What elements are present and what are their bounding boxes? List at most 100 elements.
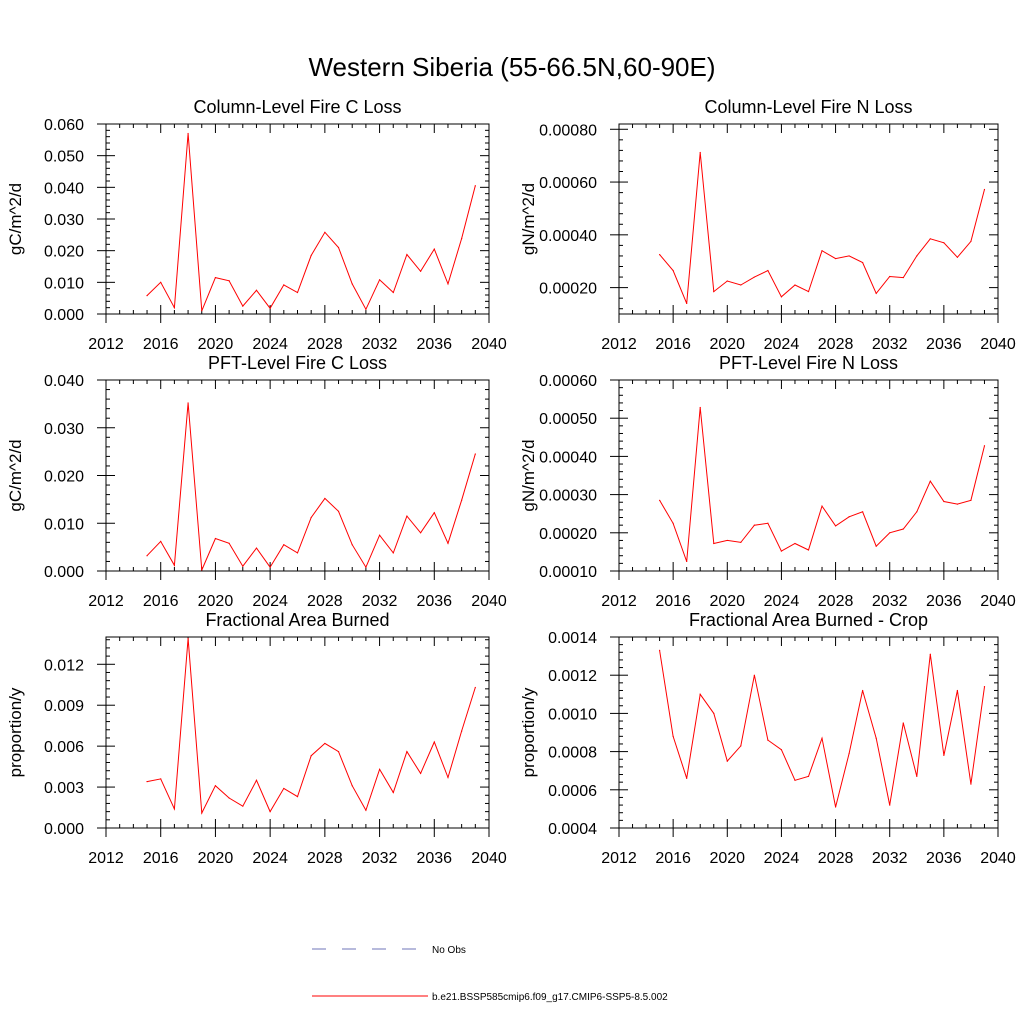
y-tick-label: 0.020 <box>44 469 84 486</box>
data-point <box>447 776 449 779</box>
data-point <box>337 510 340 512</box>
data-point <box>889 275 891 278</box>
x-tick-label: 2040 <box>471 336 507 353</box>
y-tick-label: 0.060 <box>44 117 84 134</box>
data-point <box>242 565 244 567</box>
x-tick-label: 2036 <box>416 336 452 353</box>
data-point <box>834 806 837 808</box>
x-tick-label: 2032 <box>872 850 908 867</box>
x-tick-label: 2012 <box>601 850 637 867</box>
y-axis-label: gN/m^2/d <box>519 183 538 255</box>
panel-3: PFT-Level Fire C Loss gC/m^2/d 2012 2016 202… <box>6 353 507 610</box>
panel-title: Fractional Area Burned - Crop <box>689 610 928 630</box>
y-tick-label: 0.00050 <box>539 411 597 428</box>
data-point <box>324 497 326 500</box>
data-point <box>310 755 312 757</box>
x-tick-label: 2040 <box>980 593 1016 610</box>
data-point <box>283 787 285 790</box>
data-point <box>686 560 688 563</box>
legend-label-model: b.e21.BSSP585cmip6.f09_g17.CMIP6-SSP5-8.… <box>432 992 668 1003</box>
y-tick-label: 0.0010 <box>548 706 597 723</box>
y-tick-label: 0.00060 <box>539 175 597 192</box>
panel-title: Column-Level Fire N Loss <box>704 97 912 117</box>
data-point <box>740 541 742 543</box>
panel-title: PFT-Level Fire N Loss <box>719 353 898 373</box>
x-tick-label: 2024 <box>252 850 288 867</box>
data-point <box>943 242 945 244</box>
x-tick-label: 2020 <box>709 850 745 867</box>
data-point <box>365 566 367 568</box>
data-point <box>392 291 394 294</box>
y-tick-label: 0.003 <box>44 780 84 797</box>
data-point <box>337 751 340 753</box>
data-point <box>296 291 299 294</box>
data-point <box>474 185 476 187</box>
x-tick-label: 2024 <box>252 593 288 610</box>
x-tick-label: 2028 <box>818 850 854 867</box>
data-point <box>447 283 449 285</box>
data-point <box>378 768 381 770</box>
data-point <box>713 290 715 293</box>
data-point <box>834 257 837 260</box>
data-point <box>943 754 945 757</box>
data-point <box>269 307 271 309</box>
data-point <box>916 775 918 778</box>
data-point <box>929 480 931 482</box>
data-point <box>420 532 422 534</box>
data-point <box>447 542 449 544</box>
data-point <box>351 544 353 546</box>
data-point <box>187 132 189 135</box>
data-point <box>862 689 864 692</box>
data-point <box>686 302 688 305</box>
x-tick-label: 2028 <box>818 593 854 610</box>
data-point <box>713 542 715 545</box>
data-point <box>378 534 381 536</box>
x-tick-label: 2032 <box>362 850 398 867</box>
series-line-1 <box>659 650 985 808</box>
data-point <box>943 500 945 503</box>
panel-5: Fractional Area Burned proportion/y 2012 20… <box>6 610 507 867</box>
data-point <box>767 739 769 741</box>
y-tick-label: 0.000 <box>44 564 84 581</box>
data-point <box>862 511 864 513</box>
y-axis-label: gC/m^2/d <box>6 183 25 255</box>
data-point <box>672 522 674 524</box>
data-point <box>970 783 972 785</box>
x-tick-label: 2028 <box>307 850 343 867</box>
data-point <box>461 730 463 732</box>
x-tick-label: 2028 <box>307 336 343 353</box>
plot-frame <box>105 636 490 829</box>
data-point <box>392 791 394 794</box>
y-tick-label: 0.00080 <box>539 122 597 139</box>
data-point <box>794 779 796 781</box>
data-point <box>956 256 958 258</box>
data-point <box>406 253 408 256</box>
y-tick-label: 0.000 <box>44 821 84 838</box>
x-tick-label: 2032 <box>872 593 908 610</box>
y-tick-label: 0.009 <box>44 698 84 715</box>
data-point <box>956 503 958 505</box>
data-point <box>902 528 904 530</box>
data-point <box>848 255 850 257</box>
x-tick-label: 2020 <box>198 336 234 353</box>
data-point <box>983 686 986 688</box>
plot-frame <box>618 379 999 572</box>
plot-frame <box>105 379 490 572</box>
data-point <box>365 308 367 310</box>
data-point <box>794 284 796 286</box>
data-point <box>726 539 728 542</box>
y-tick-label: 0.030 <box>44 421 84 438</box>
x-tick-label: 2024 <box>764 593 800 610</box>
data-point <box>406 751 408 753</box>
data-point <box>296 552 299 554</box>
data-point <box>767 269 769 272</box>
data-point <box>848 752 850 755</box>
panels: Column-Level Fire C Loss gC/m^2/d 2012 2016… <box>6 97 1016 867</box>
y-tick-label: 0.00020 <box>539 526 597 543</box>
data-point <box>686 777 688 779</box>
data-point <box>160 778 162 780</box>
data-point <box>848 516 850 518</box>
data-point <box>659 499 661 501</box>
data-point <box>875 545 877 547</box>
